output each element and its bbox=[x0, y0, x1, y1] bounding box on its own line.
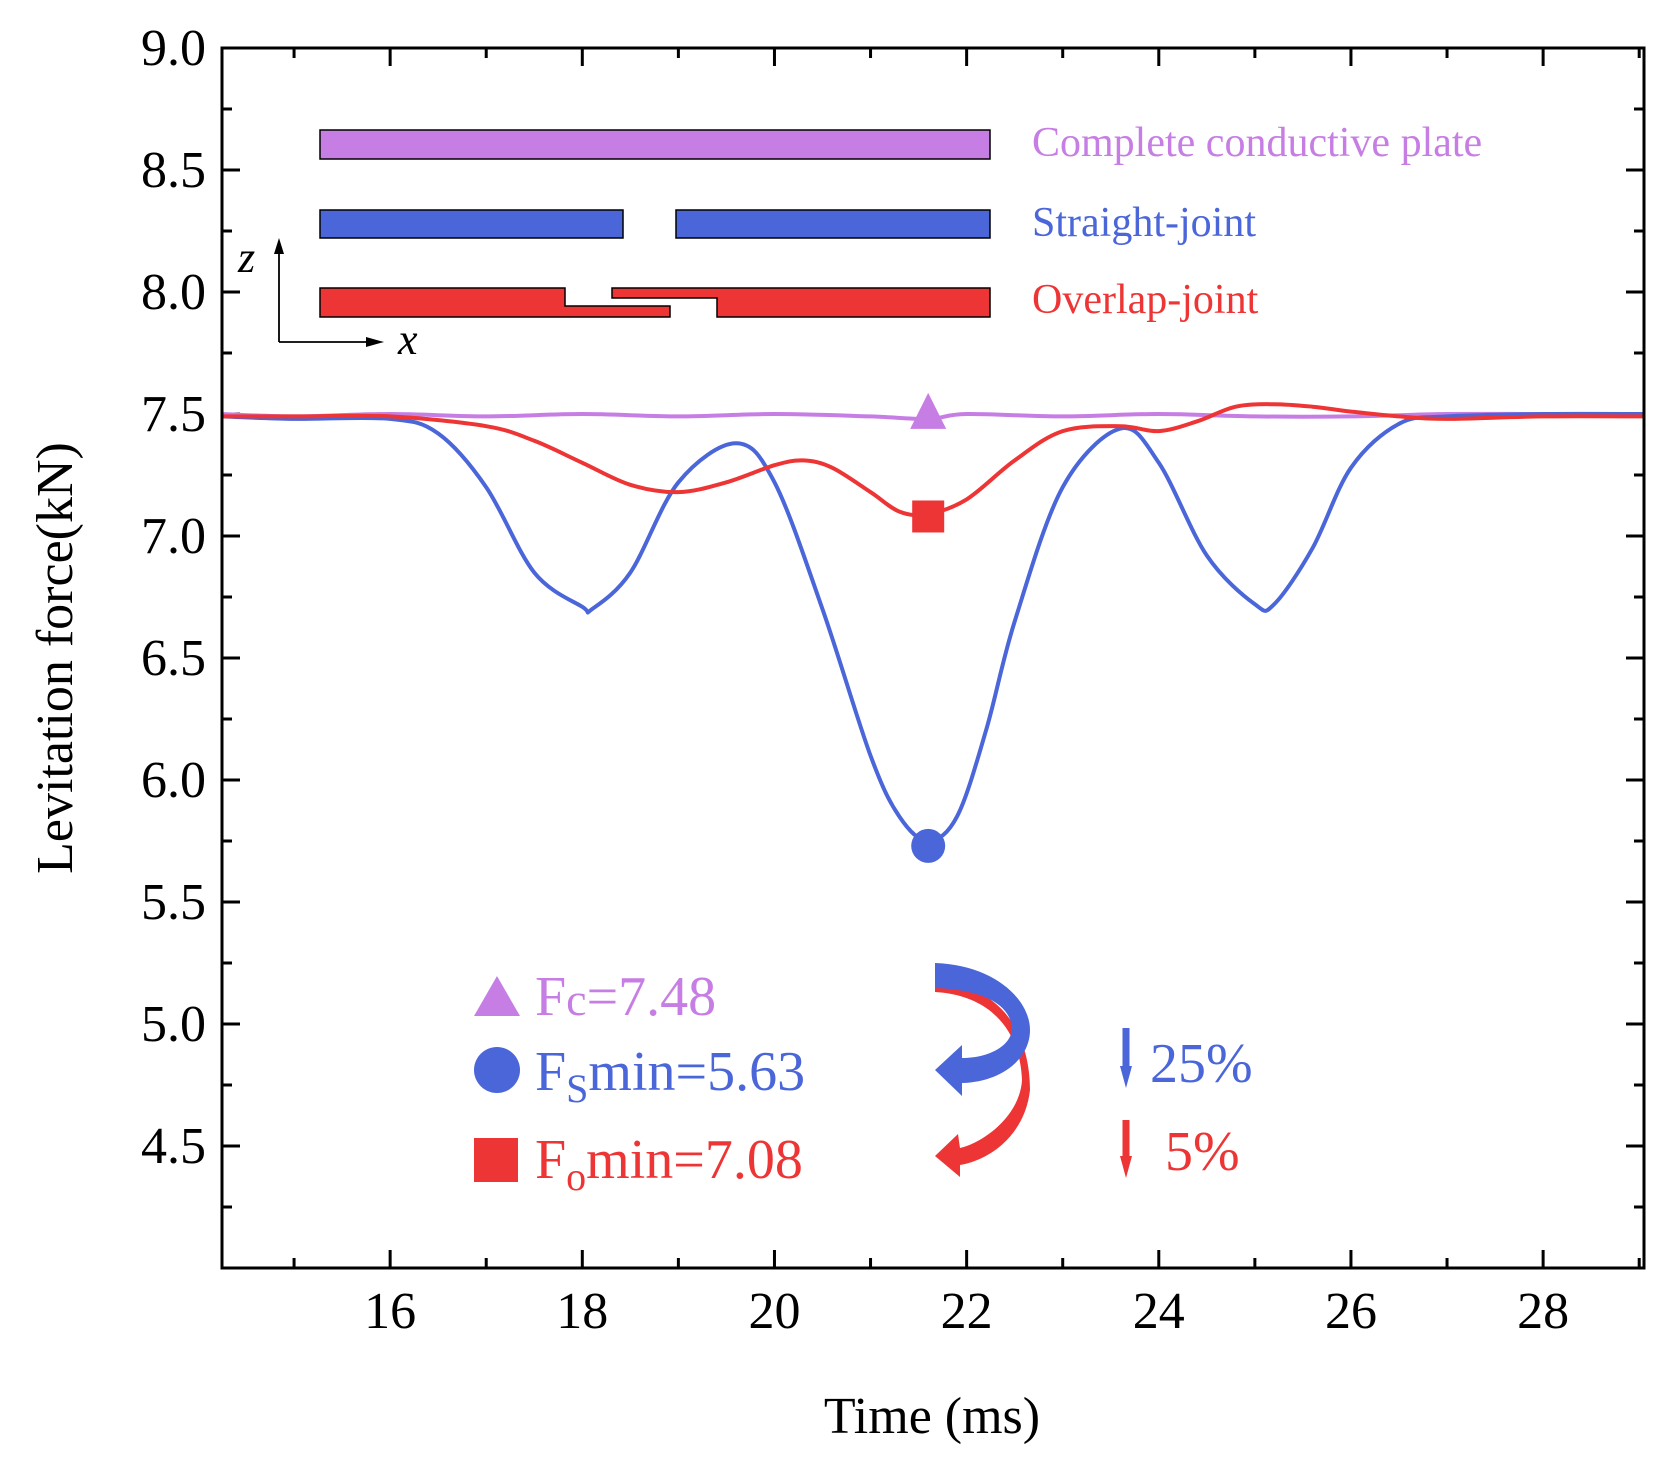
y-tick-label: 8.0 bbox=[141, 264, 206, 321]
z-arrow-head-icon bbox=[274, 238, 284, 254]
comparison-arrows bbox=[935, 963, 1030, 1177]
marker-complete-plate-triangle bbox=[910, 392, 947, 429]
y-tick-label: 5.5 bbox=[141, 874, 206, 931]
y-tick-label: 6.0 bbox=[141, 752, 206, 809]
blue-down-arrow-head-icon bbox=[1120, 1066, 1132, 1088]
y-tick-label: 6.5 bbox=[141, 630, 206, 687]
legend-straight-joint: Straight-joint bbox=[1032, 200, 1256, 246]
red-down-arrow-head-icon bbox=[1120, 1156, 1132, 1178]
legend-complete-plate: Complete conductive plate bbox=[1032, 120, 1482, 166]
annotation-circle-icon bbox=[474, 1047, 520, 1093]
x-tick-label: 28 bbox=[1517, 1283, 1569, 1340]
plot-frame bbox=[220, 46, 1646, 1270]
y-tick-label: 5.0 bbox=[141, 996, 206, 1053]
y-axis-label: Levitation force(kN) bbox=[27, 442, 84, 874]
complete-plate-bar bbox=[319, 129, 991, 160]
legend-overlap-joint: Overlap-joint bbox=[1032, 277, 1259, 323]
reduction-straight: 25% bbox=[1150, 1033, 1253, 1095]
y-tick-label: 9.0 bbox=[141, 20, 206, 77]
x-tick-label: 22 bbox=[941, 1283, 993, 1340]
marker-overlap-joint-square bbox=[912, 500, 945, 533]
straight-joint-bar-left bbox=[319, 209, 624, 239]
annotation-fc: Fc=7.48 bbox=[535, 966, 716, 1028]
overlap-joint-bar-right bbox=[611, 287, 991, 318]
inset-plate-schematics: Complete conductive plate Straight-joint… bbox=[237, 120, 1482, 364]
x-axis-label: Time (ms) bbox=[824, 1388, 1040, 1445]
reduction-overlap: 5% bbox=[1165, 1121, 1240, 1183]
x-arrow-head-icon bbox=[366, 337, 384, 347]
x-tick-label: 18 bbox=[556, 1283, 608, 1340]
annotation-fo-min: Fomin=7.08 bbox=[535, 1129, 803, 1199]
straight-joint-bar-right bbox=[675, 209, 991, 239]
reduction-labels: 25% 5% bbox=[1120, 1028, 1253, 1183]
y-tick-label: 7.5 bbox=[141, 386, 206, 443]
x-tick-label: 24 bbox=[1133, 1283, 1185, 1340]
x-tick-labels: 16 18 20 22 24 26 28 bbox=[364, 1283, 1569, 1340]
axis-ticks bbox=[222, 46, 1644, 1270]
blue-curved-arrow-icon bbox=[935, 963, 1030, 1096]
marker-straight-joint-circle bbox=[911, 828, 946, 863]
annotation-fs-min: FSmin=5.63 bbox=[535, 1041, 805, 1111]
y-tick-label: 7.0 bbox=[141, 508, 206, 565]
x-tick-label: 26 bbox=[1325, 1283, 1377, 1340]
x-tick-label: 16 bbox=[364, 1283, 416, 1340]
inset-x-label: x bbox=[397, 315, 418, 364]
annotation-triangle-icon bbox=[474, 976, 520, 1016]
annotation-square-icon bbox=[474, 1138, 518, 1182]
overlap-joint-bar-left bbox=[319, 287, 671, 318]
series-line-straight-joint bbox=[222, 411, 1644, 844]
y-tick-label: 8.5 bbox=[141, 142, 206, 199]
red-curved-arrow-icon bbox=[935, 982, 1030, 1177]
y-tick-labels: 4.5 5.0 5.5 6.0 6.5 7.0 7.5 8.0 8.5 9.0 bbox=[141, 20, 206, 1175]
min-force-annotations: Fc=7.48 FSmin=5.63 Fomin=7.08 bbox=[474, 966, 805, 1199]
y-tick-label: 4.5 bbox=[141, 1118, 206, 1175]
inset-z-label: z bbox=[237, 233, 255, 282]
x-tick-label: 20 bbox=[748, 1283, 800, 1340]
